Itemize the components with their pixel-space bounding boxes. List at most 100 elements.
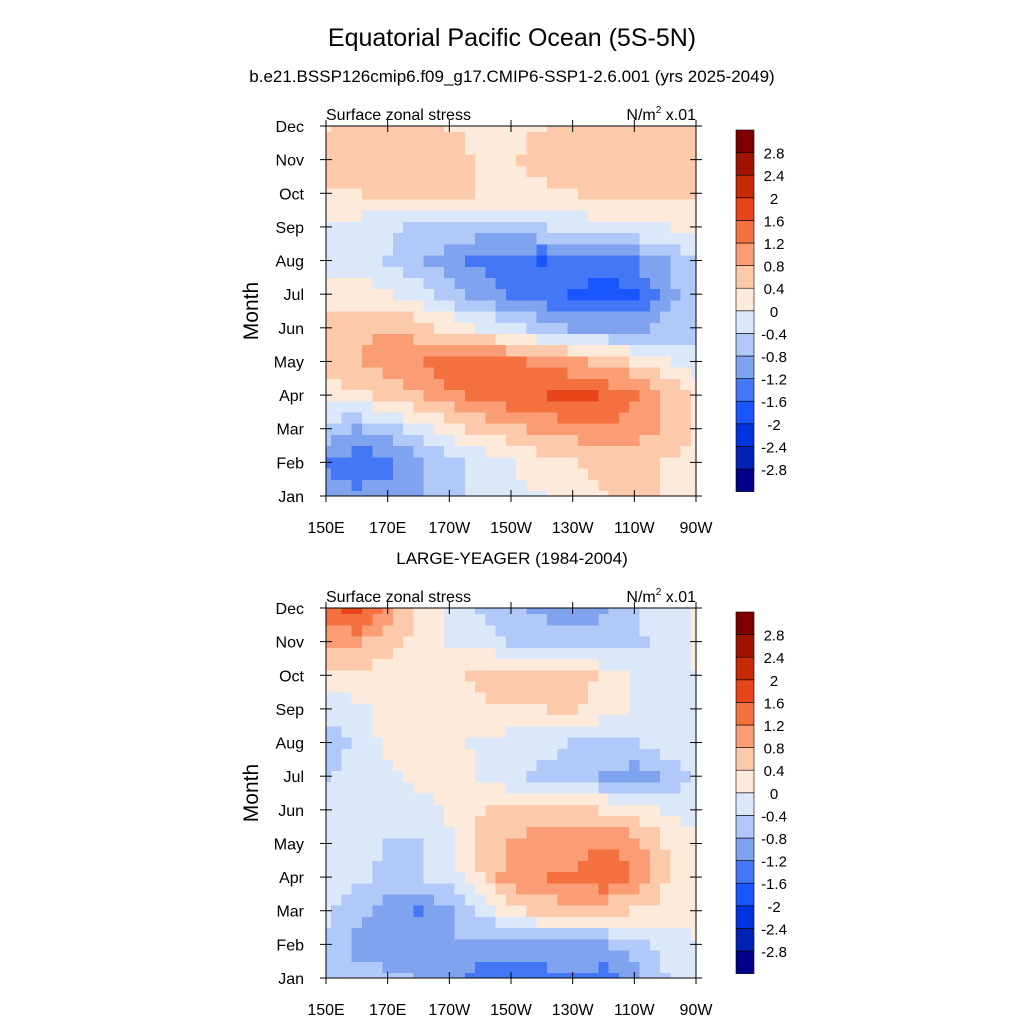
- contour-cell: [433, 322, 445, 335]
- contour-cell: [433, 624, 445, 637]
- contour-cell: [475, 759, 486, 772]
- contour-cell: [598, 680, 610, 693]
- contour-cell: [526, 759, 538, 772]
- contour-cell: [660, 176, 671, 189]
- contour-cell: [598, 647, 610, 660]
- contour-cell: [382, 456, 394, 469]
- contour-cell: [516, 793, 528, 805]
- contour-cell: [351, 254, 363, 267]
- contour-cell: [485, 479, 497, 491]
- contour-cell: [516, 378, 528, 391]
- contour-cell: [660, 243, 671, 256]
- contour-cell: [526, 860, 538, 873]
- contour-cell: [526, 927, 538, 940]
- contour-cell: [372, 624, 384, 637]
- contour-cell: [546, 725, 558, 738]
- contour-cell: [464, 154, 476, 166]
- contour-cell: [577, 759, 589, 772]
- contour-cell: [495, 781, 507, 794]
- contour-cell: [567, 725, 579, 738]
- contour-cell: [588, 131, 599, 144]
- contour-cell: [475, 165, 486, 178]
- contour-cell: [454, 288, 466, 301]
- contour-cell: [485, 333, 497, 346]
- contour-cell: [485, 299, 497, 312]
- contour-cell: [433, 254, 445, 267]
- contour-cell: [618, 176, 630, 189]
- contour-cell: [680, 815, 692, 828]
- contour-cell: [485, 142, 497, 155]
- contour-cell: [454, 837, 466, 850]
- contour-cell: [495, 736, 507, 749]
- contour-cell: [629, 456, 641, 469]
- contour-cell: [629, 714, 641, 727]
- colorbar-label: 1.6: [764, 213, 785, 230]
- contour-cell: [567, 277, 579, 290]
- contour-cell: [536, 277, 548, 290]
- contour-cell: [660, 736, 671, 749]
- contour-cell: [567, 378, 579, 391]
- contour-cell: [341, 333, 353, 346]
- contour-cell: [495, 793, 507, 805]
- contour-cell: [361, 669, 373, 682]
- contour-cell: [577, 210, 589, 222]
- contour-cell: [475, 389, 486, 402]
- contour-cell: [567, 221, 579, 234]
- contour-cell: [567, 333, 579, 346]
- contour-cell: [670, 916, 682, 929]
- contour-cell: [331, 972, 343, 979]
- contour-cell: [423, 322, 435, 335]
- contour-cell: [423, 669, 435, 682]
- contour-cell: [598, 770, 610, 783]
- contour-cell: [326, 759, 332, 772]
- contour-cell: [403, 187, 414, 200]
- contour-cell: [536, 703, 548, 716]
- colorbar-label: 2.8: [764, 628, 785, 645]
- contour-cell: [444, 893, 456, 906]
- colorbar-label: 0: [770, 304, 778, 321]
- contour-cell: [361, 126, 373, 133]
- y-tick-label: Aug: [276, 736, 304, 753]
- contour-cell: [577, 893, 589, 906]
- contour-cell: [392, 187, 404, 200]
- contour-cell: [382, 860, 394, 873]
- contour-cell: [413, 725, 425, 738]
- contour-cell: [557, 165, 569, 178]
- contour-cell: [372, 322, 384, 335]
- contour-cell: [351, 837, 363, 850]
- contour-cell: [639, 288, 651, 301]
- contour-cell: [475, 131, 486, 144]
- contour-cell: [557, 636, 569, 648]
- contour-cell: [680, 411, 692, 424]
- contour-cell: [372, 479, 384, 491]
- contour-cell: [526, 232, 538, 245]
- contour-cell: [341, 187, 353, 200]
- contour-cell: [577, 198, 589, 211]
- contour-cell: [536, 692, 548, 704]
- contour-cell: [577, 311, 589, 323]
- contour-cell: [331, 165, 343, 178]
- contour-cell: [618, 389, 630, 402]
- contour-cell: [567, 938, 579, 951]
- contour-cell: [392, 456, 404, 469]
- contour-cell: [639, 961, 651, 973]
- contour-cell: [382, 680, 394, 693]
- contour-cell: [423, 423, 435, 435]
- contour-cell: [351, 793, 363, 805]
- contour-cell: [392, 849, 404, 861]
- contour-cell: [444, 736, 456, 749]
- contour-cell: [382, 176, 394, 189]
- contour-cell: [382, 277, 394, 290]
- contour-cell: [505, 288, 517, 301]
- contour-cell: [341, 378, 353, 391]
- contour-cell: [557, 748, 569, 760]
- contour-cell: [423, 288, 435, 301]
- contour-cell: [567, 479, 579, 491]
- contour-cell: [454, 608, 466, 615]
- contour-cell: [577, 680, 589, 693]
- contour-cell: [680, 266, 692, 278]
- contour-cell: [326, 232, 332, 245]
- contour-cell: [536, 624, 548, 637]
- contour-cell: [629, 367, 641, 379]
- contour-cell: [331, 400, 343, 413]
